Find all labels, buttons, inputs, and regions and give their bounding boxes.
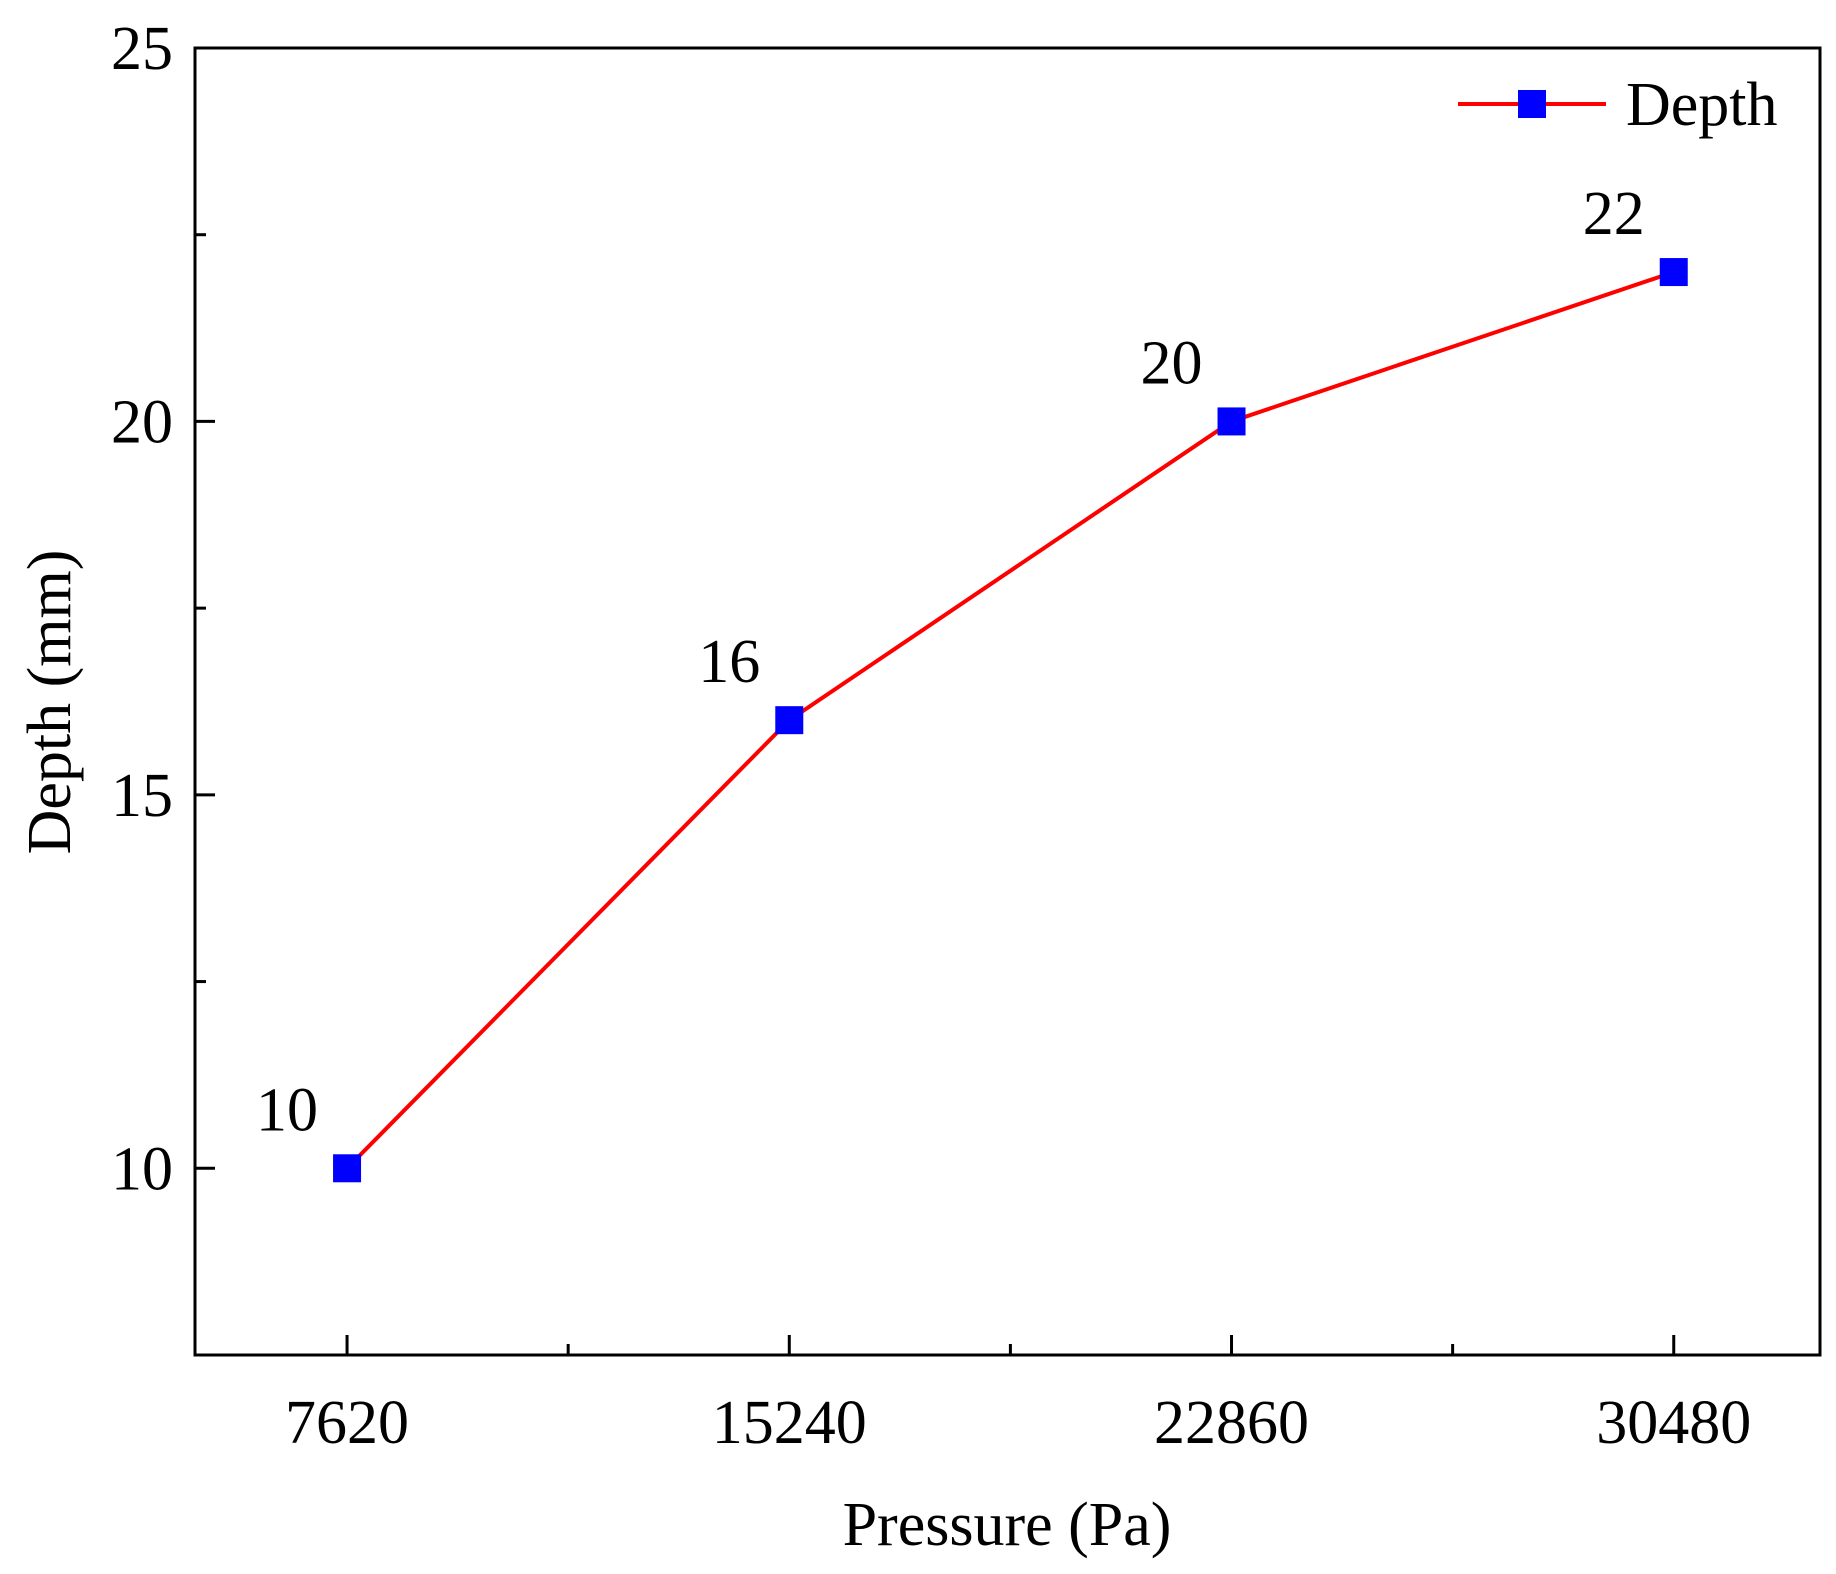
y-tick-label: 10 [111,1135,173,1203]
data-point-marker [1659,258,1688,287]
series-line-depth [345,270,1675,1170]
y-tick-label: 20 [111,388,173,456]
x-tick-label: 15240 [712,1389,867,1457]
plot-area-frame [193,46,1822,1357]
legend-label-depth: Depth [1626,71,1778,139]
y-tick-label: 15 [111,762,173,830]
x-tick-label: 22860 [1154,1389,1309,1457]
data-point-marker [775,706,804,735]
x-tick-label: 30480 [1596,1389,1751,1457]
x-tick-label: 7620 [285,1389,409,1457]
y-tick-label: 25 [111,15,173,83]
x-axis: 7620 15240 22860 30480 [285,1335,1751,1457]
legend-marker-square [1518,90,1546,118]
data-label: 10 [256,1076,318,1144]
y-axis-title: Depth (mm) [16,550,84,855]
data-label: 22 [1583,180,1645,248]
series-layer: 10 16 20 22 [256,180,1688,1183]
y-axis: 10 15 20 25 [111,15,215,1203]
x-axis-title: Pressure (Pa) [843,1491,1172,1559]
data-label: 16 [698,628,760,696]
data-point-marker [333,1154,362,1183]
data-point-marker [1217,407,1246,436]
data-label: 20 [1141,329,1203,397]
legend: Depth [1458,71,1778,139]
